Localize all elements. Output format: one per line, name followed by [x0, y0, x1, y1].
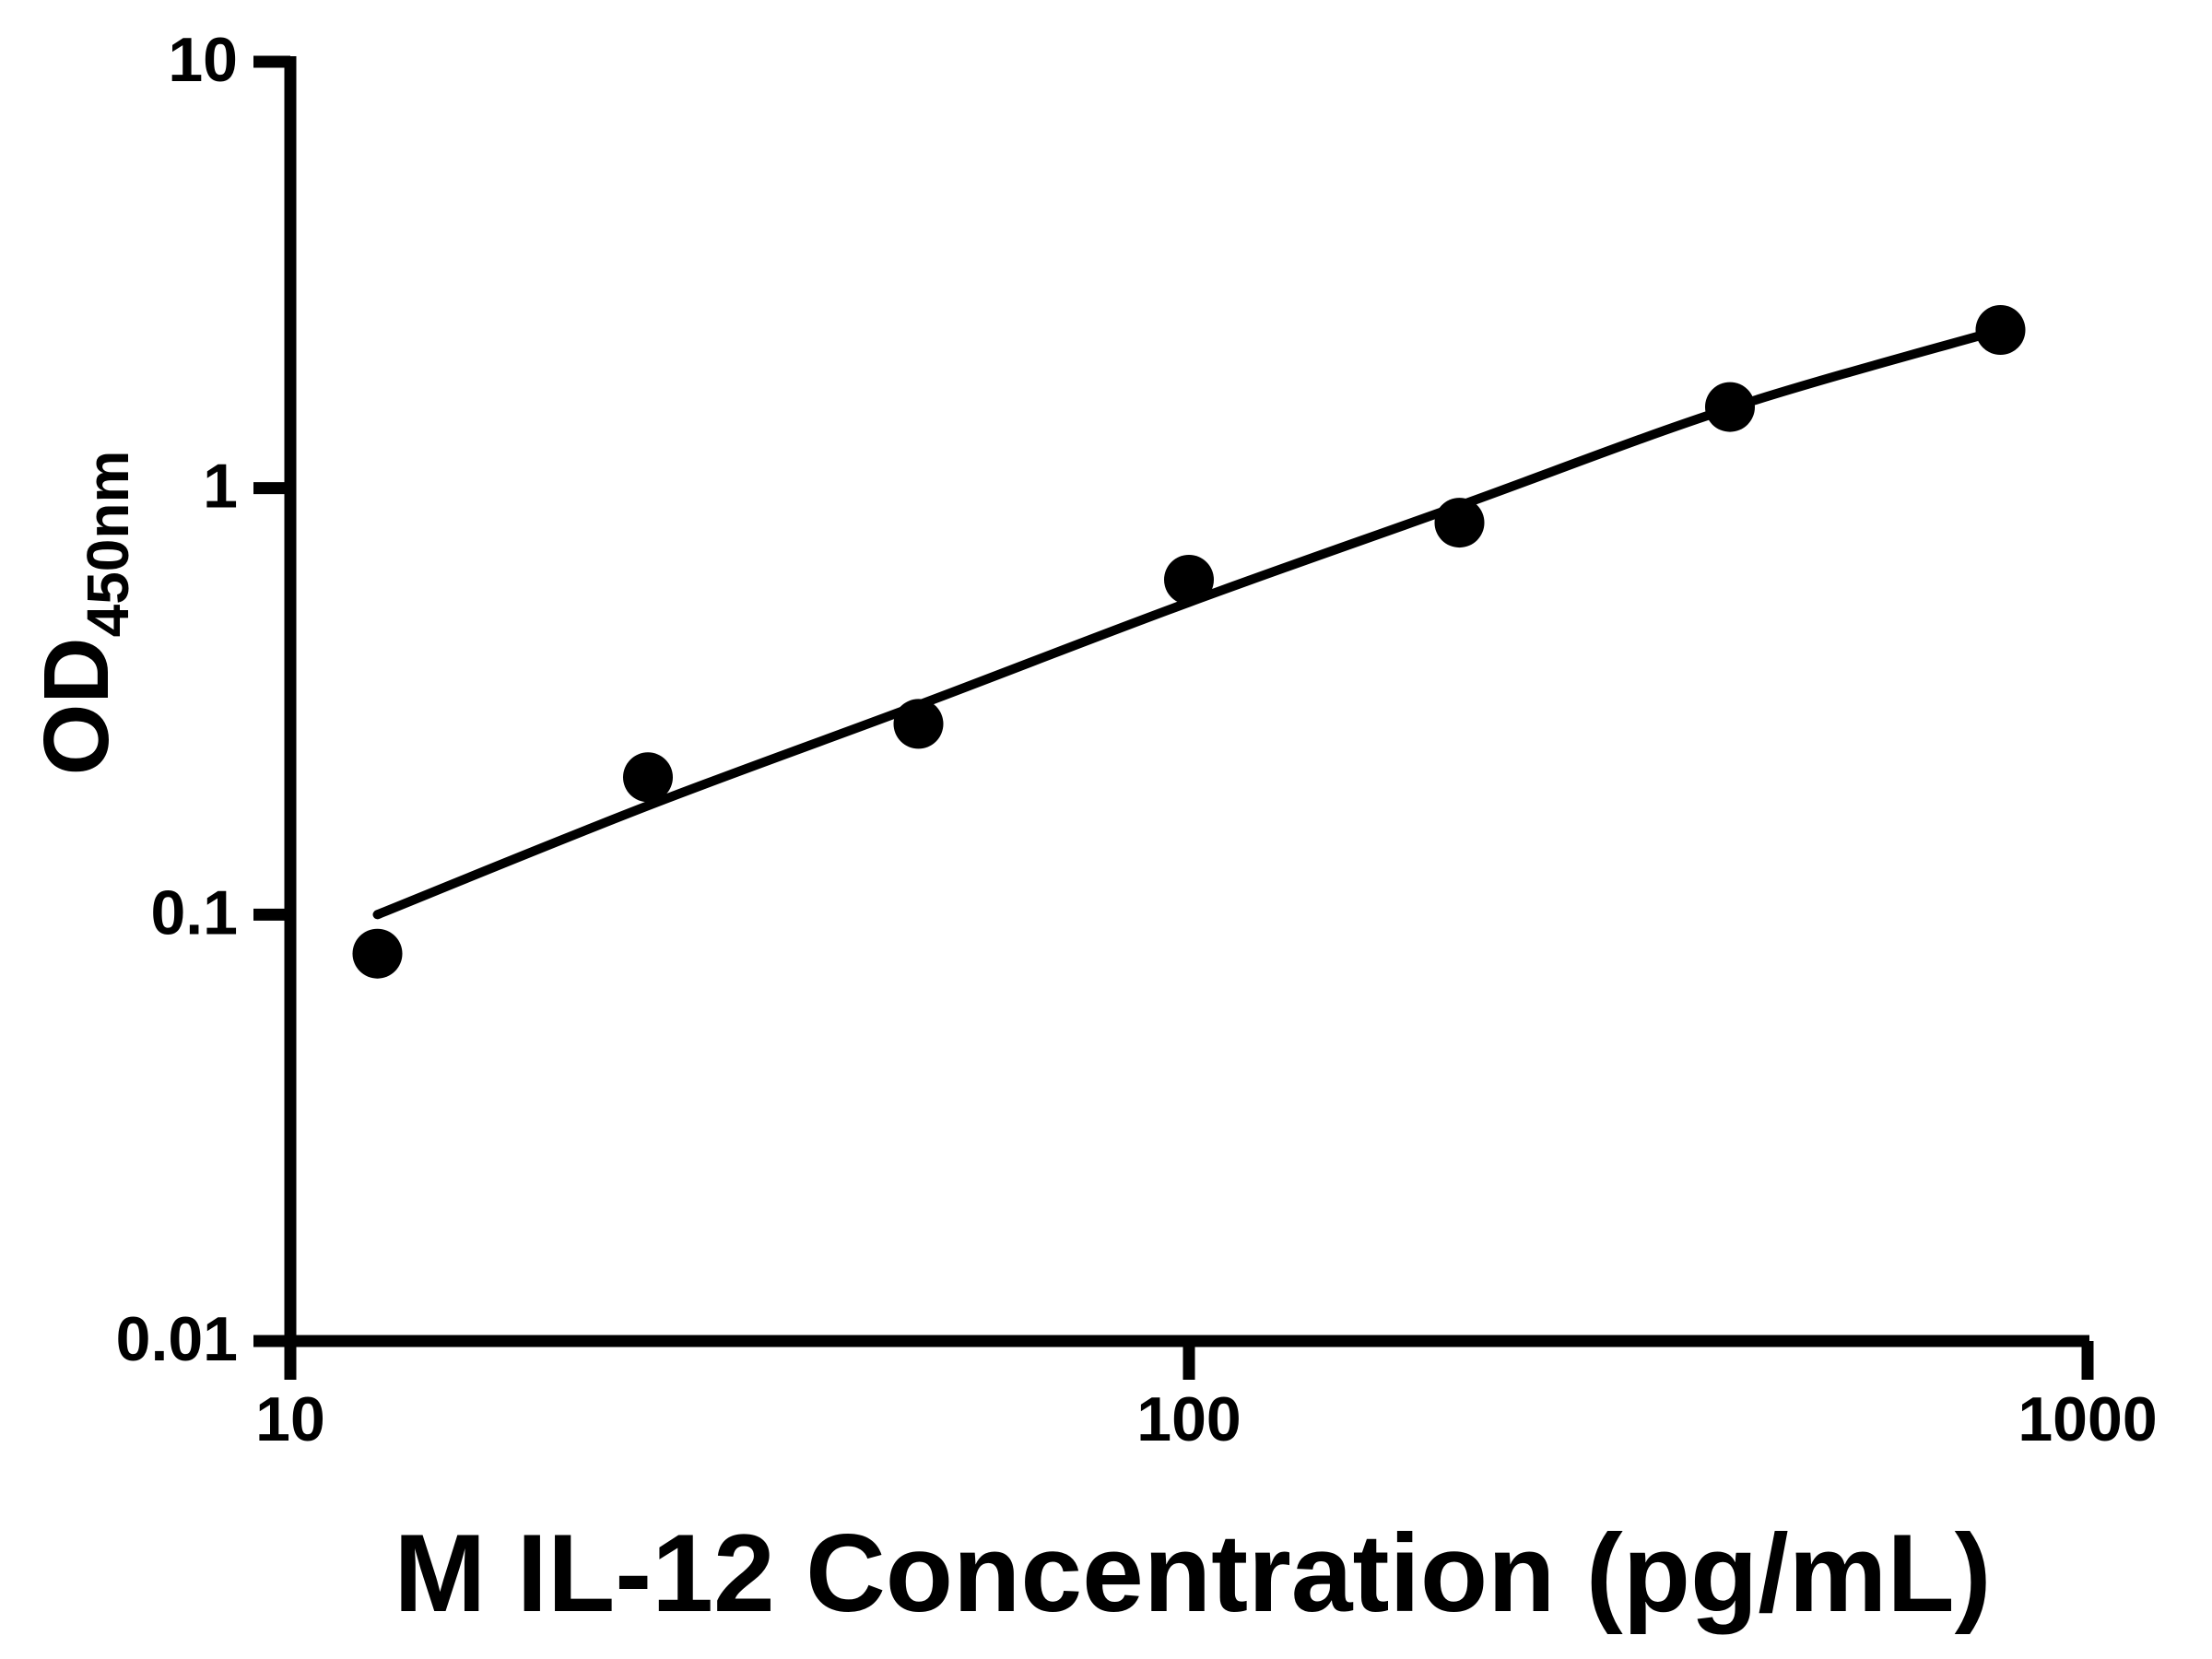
axis-frame [284, 56, 2089, 1347]
x-tick-label: 1000 [2018, 1384, 2157, 1454]
y-tick-label: 1 [203, 452, 238, 522]
y-axis-title-subscript: 450nm [75, 451, 141, 638]
y-tick-label: 0.01 [116, 1304, 238, 1374]
data-point [352, 928, 403, 979]
data-point [893, 699, 944, 749]
data-point [1975, 305, 2026, 355]
y-tick-label: 0.1 [150, 877, 238, 947]
fit-line-curve [372, 325, 2006, 920]
data-points [352, 305, 2026, 979]
x-tick-label: 10 [255, 1384, 325, 1454]
y-axis-title-main: OD [25, 637, 128, 775]
data-point [1434, 498, 1485, 548]
y-tick-label: 10 [168, 25, 238, 95]
x-axis-title: M IL-12 Concentration (pg/mL) [394, 1512, 1991, 1635]
data-point [1164, 555, 1214, 605]
data-point [623, 752, 673, 803]
axis-ticks [253, 55, 2094, 1380]
y-axis-title: OD450nm [25, 451, 141, 776]
data-point [1705, 382, 1755, 432]
x-tick-label: 100 [1136, 1384, 1241, 1454]
